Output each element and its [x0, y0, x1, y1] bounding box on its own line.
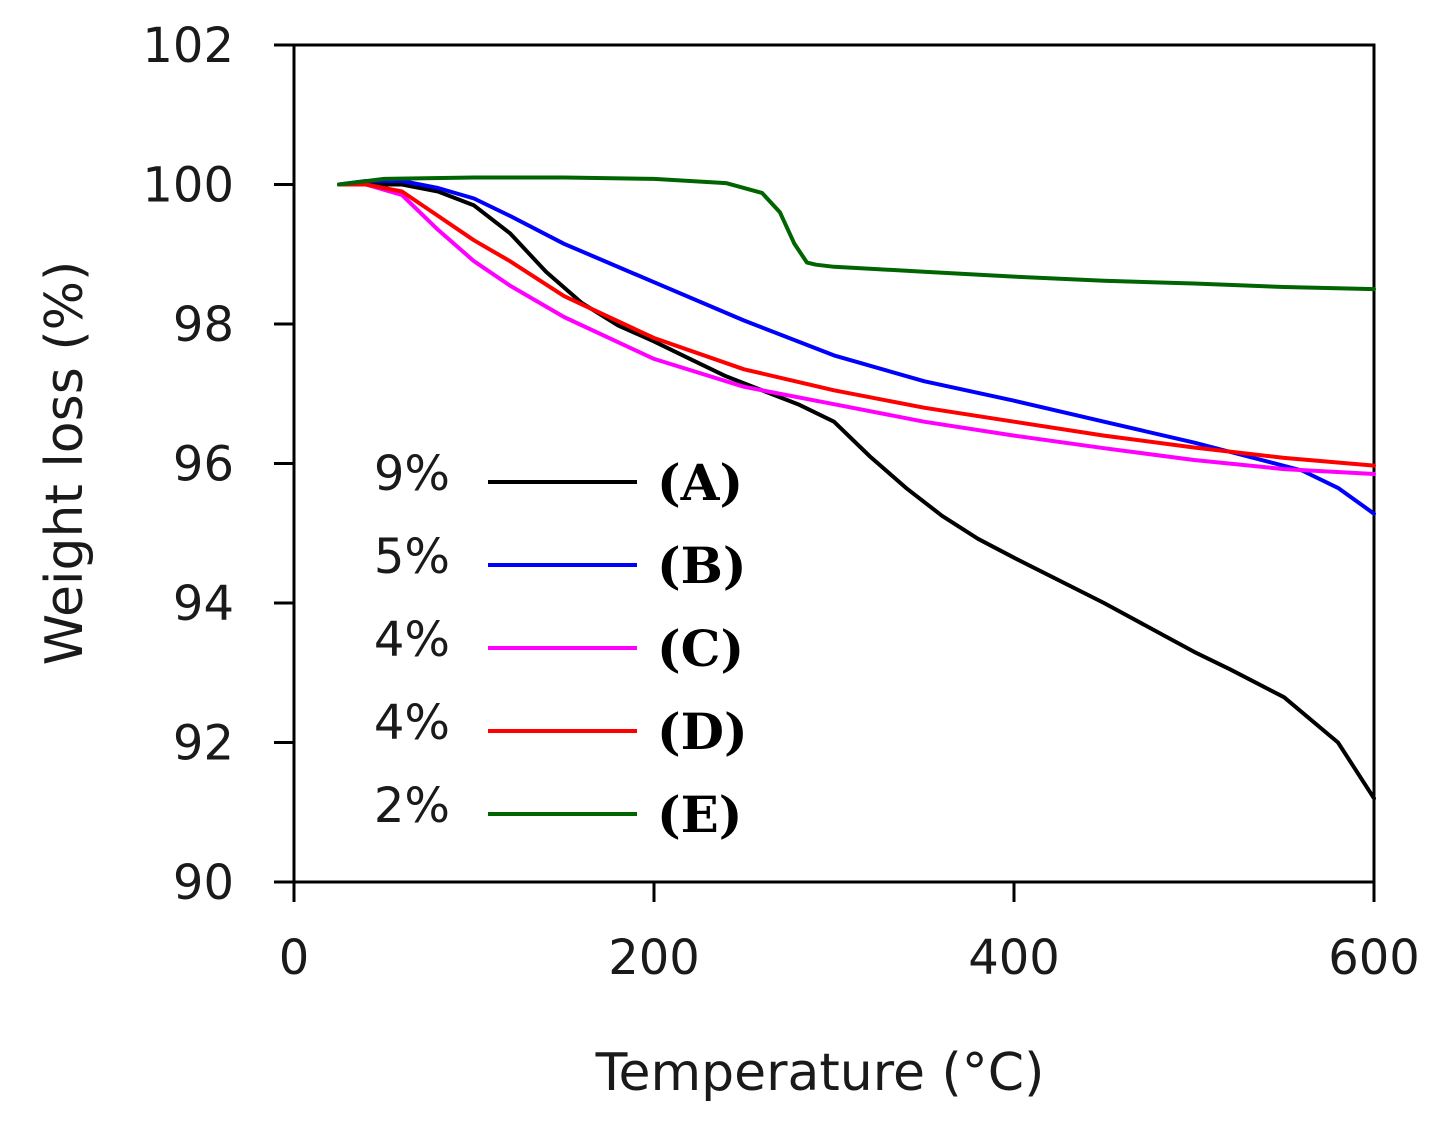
legend-label: (C): [657, 619, 744, 678]
series-line-a: [337, 182, 1376, 801]
x-tick-label: 600: [1328, 930, 1420, 986]
y-tick-label: 102: [142, 18, 234, 74]
series-line-c: [337, 182, 1376, 476]
x-axis-title: Temperature (°C): [595, 1043, 1045, 1103]
x-tick-label: 400: [968, 930, 1060, 986]
axis-ticks: 0 200 400 600 90 92 94 96 98 100 102: [142, 18, 1419, 986]
y-tick-label: 94: [173, 576, 234, 632]
x-tick-label: 200: [608, 930, 700, 986]
legend-percent: 9%: [374, 446, 450, 502]
legend-percent: 4%: [374, 612, 450, 668]
legend-percent: 4%: [374, 695, 450, 751]
series-line-d: [337, 182, 1376, 468]
legend: 9% (A) 5% (B) 4% (C) 4% (D) 2% (E): [374, 446, 748, 844]
y-axis-title: Weight loss (%): [35, 261, 95, 666]
series-layer: [337, 175, 1376, 801]
y-tick-label: 96: [173, 437, 234, 493]
legend-label: (D): [657, 702, 748, 761]
x-tick-label: 0: [279, 930, 310, 986]
y-tick-label: 90: [173, 855, 234, 911]
legend-label: (A): [657, 453, 743, 512]
legend-label: (B): [657, 536, 747, 595]
y-tick-label: 100: [142, 158, 234, 214]
legend-percent: 5%: [374, 529, 450, 585]
y-tick-label: 98: [173, 297, 234, 353]
legend-label: (E): [657, 785, 742, 844]
series-line-b: [337, 179, 1376, 516]
y-tick-label: 92: [173, 716, 234, 772]
series-line-e: [337, 175, 1376, 292]
legend-percent: 2%: [374, 778, 450, 834]
